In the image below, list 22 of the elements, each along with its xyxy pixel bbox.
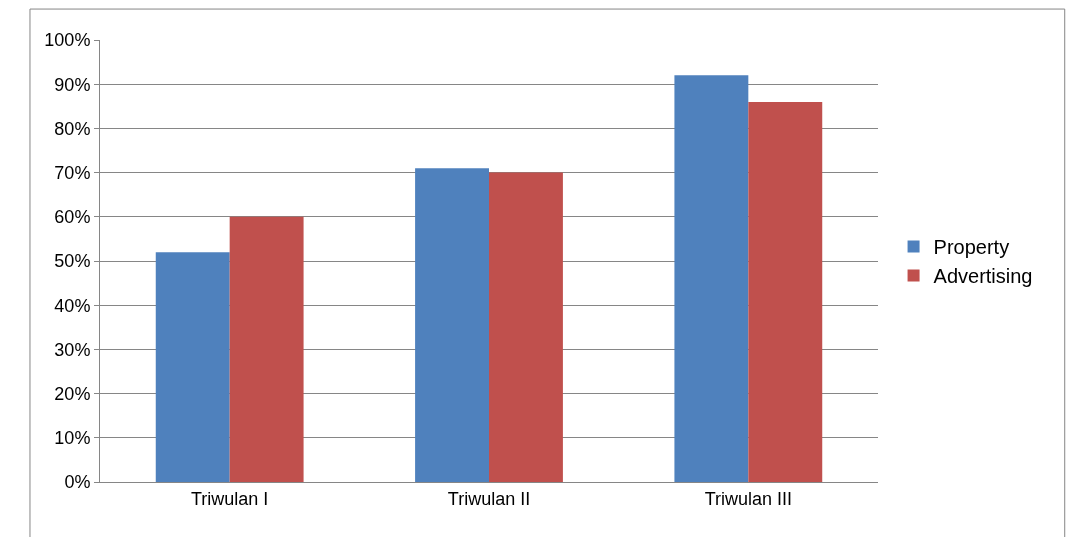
y-tick-label: 30% (54, 339, 91, 360)
legend-label: Advertising (933, 265, 1033, 288)
y-tick-label: 50% (54, 251, 91, 272)
x-tick-label: Triwulan III (704, 488, 793, 509)
bar (229, 216, 304, 482)
bar (415, 168, 489, 482)
x-tick-label: Triwulan II (447, 488, 531, 509)
y-tick-label: 100% (44, 30, 91, 51)
y-tick-label: 80% (54, 118, 91, 139)
y-tick-label: 70% (54, 162, 91, 183)
x-tick-label: Triwulan I (190, 488, 269, 509)
legend-label: Property (933, 236, 1010, 259)
y-tick-label: 0% (64, 472, 91, 493)
y-tick-label: 40% (54, 295, 91, 316)
y-tick-label: 10% (54, 428, 91, 449)
bar (674, 75, 749, 482)
y-tick-label: 60% (54, 207, 91, 228)
y-tick-label: 20% (54, 383, 91, 404)
bar (155, 252, 230, 482)
y-tick-label: 90% (54, 74, 91, 95)
bar (748, 101, 823, 482)
bar (489, 172, 563, 482)
